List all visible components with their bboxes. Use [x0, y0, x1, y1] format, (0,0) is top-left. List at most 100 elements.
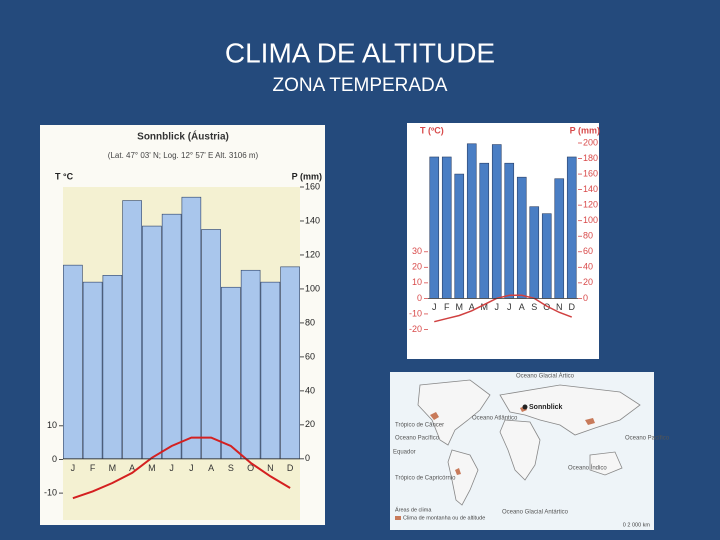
map-label: Oceano Pacífico: [395, 436, 440, 442]
chart-subtitle: (Lat. 47° 03' N; Log. 12° 57' E Alt. 310…: [108, 151, 259, 160]
plot-area: [63, 187, 300, 520]
map-label: Oceano Pacífico: [625, 436, 670, 442]
y-tick-label: 10: [47, 420, 57, 430]
map-legend-swatch: [395, 516, 401, 520]
x-tick-label: A: [129, 463, 135, 473]
y2-tick-label: 140: [583, 184, 598, 194]
y2-tick-label: 120: [305, 249, 320, 259]
bar: [491, 144, 502, 299]
x-tick-label: S: [228, 463, 234, 473]
y2-tick-label: 100: [305, 283, 320, 293]
continent: [417, 379, 491, 446]
temperature-line: [72, 436, 291, 500]
map-label: Oceano Atlântico: [472, 416, 518, 422]
bar: [102, 275, 123, 460]
y-tick-label: -10: [44, 487, 57, 497]
map-legend-title: Áreas de clima: [395, 506, 432, 513]
bar: [466, 143, 477, 299]
bar: [429, 156, 440, 299]
bar: [529, 206, 540, 299]
map-label: Trópico de Câncer: [395, 423, 444, 429]
y2-tick-label: 160: [583, 168, 598, 178]
y2-tick-label: 100: [583, 215, 598, 225]
x-tick-label: D: [569, 302, 576, 312]
x-tick-label: N: [556, 302, 563, 312]
x-tick-label: D: [287, 463, 294, 473]
map-label: Oceano Índico: [568, 465, 607, 472]
slide-title: CLIMA DE ALTITUDE: [225, 37, 495, 68]
y-axis-label: T (ºC): [420, 125, 444, 135]
bar: [454, 173, 465, 299]
x-tick-label: F: [90, 463, 96, 473]
map: Oceano Glacial Ártico Sonnblick Oceano A…: [390, 372, 670, 530]
x-tick-label: M: [109, 463, 117, 473]
x-tick-label: J: [432, 302, 437, 312]
x-tick-label: J: [507, 302, 512, 312]
temperature-line: [434, 294, 573, 323]
y-tick-label: 10: [412, 277, 422, 287]
x-tick-label: O: [247, 463, 254, 473]
bar: [82, 281, 103, 460]
y-tick-label: -10: [409, 308, 422, 318]
map-label: Equador: [393, 450, 416, 456]
x-tick-label: J: [71, 463, 76, 473]
bar: [566, 156, 577, 299]
bar: [201, 229, 221, 460]
y2-tick-label: 80: [583, 231, 593, 241]
x-tick-label: J: [495, 302, 500, 312]
x-tick-label: N: [267, 463, 274, 473]
continent: [499, 419, 541, 481]
bar: [161, 213, 182, 460]
y2-tick-label: 40: [305, 385, 315, 395]
x-tick-label: M: [456, 302, 464, 312]
y2-tick-label: 0: [305, 453, 310, 463]
y2-tick-label: 180: [583, 153, 598, 163]
map-label: Trópico de Capricórnio: [395, 476, 456, 482]
y2-axis-label: P (mm): [570, 125, 600, 135]
bar: [516, 176, 527, 299]
y2-tick-label: 120: [583, 200, 598, 210]
x-tick-label: M: [481, 302, 489, 312]
y2-tick-label: 60: [305, 351, 315, 361]
bar: [479, 162, 490, 299]
bar: [63, 264, 83, 460]
x-tick-label: J: [169, 463, 174, 473]
y2-tick-label: 60: [583, 246, 593, 256]
plot-area: [428, 143, 578, 345]
map-legend-label: Clima de montanha ou de altitude: [403, 515, 485, 521]
map-label: Oceano Glacial Ártico: [516, 373, 575, 380]
bar: [122, 200, 142, 460]
map-label: Sonnblick: [529, 404, 563, 411]
bar: [541, 213, 552, 299]
bar: [260, 281, 281, 460]
x-tick-label: A: [469, 302, 475, 312]
x-tick-label: F: [444, 302, 450, 312]
y2-tick-label: 0: [583, 293, 588, 303]
map-label: Oceano Glacial Antártico: [502, 510, 569, 516]
y2-tick-label: 200: [583, 137, 598, 147]
bar: [240, 269, 261, 460]
y2-tick-label: 40: [583, 262, 593, 272]
bar: [280, 266, 300, 460]
continent: [589, 451, 623, 476]
chart-title: Sonnblick (Áustria): [137, 130, 229, 143]
bar: [441, 156, 452, 299]
sonnblick-marker: [522, 404, 528, 410]
x-tick-label: J: [189, 463, 194, 473]
bar: [554, 178, 565, 299]
y-tick-label: 0: [52, 454, 57, 464]
map-scale: 0 2 000 km: [623, 522, 651, 528]
y2-tick-label: 80: [305, 317, 315, 327]
y2-tick-label: 140: [305, 215, 320, 225]
x-tick-label: A: [208, 463, 214, 473]
x-tick-label: M: [148, 463, 156, 473]
bar: [181, 196, 202, 460]
x-tick-label: S: [531, 302, 537, 312]
x-tick-label: A: [519, 302, 525, 312]
slide-subtitle: ZONA TEMPERADA: [273, 75, 448, 96]
y-tick-label: 20: [412, 262, 422, 272]
y-tick-label: -20: [409, 324, 422, 334]
y2-axis-label: P (mm): [292, 171, 322, 181]
continent: [499, 384, 641, 436]
